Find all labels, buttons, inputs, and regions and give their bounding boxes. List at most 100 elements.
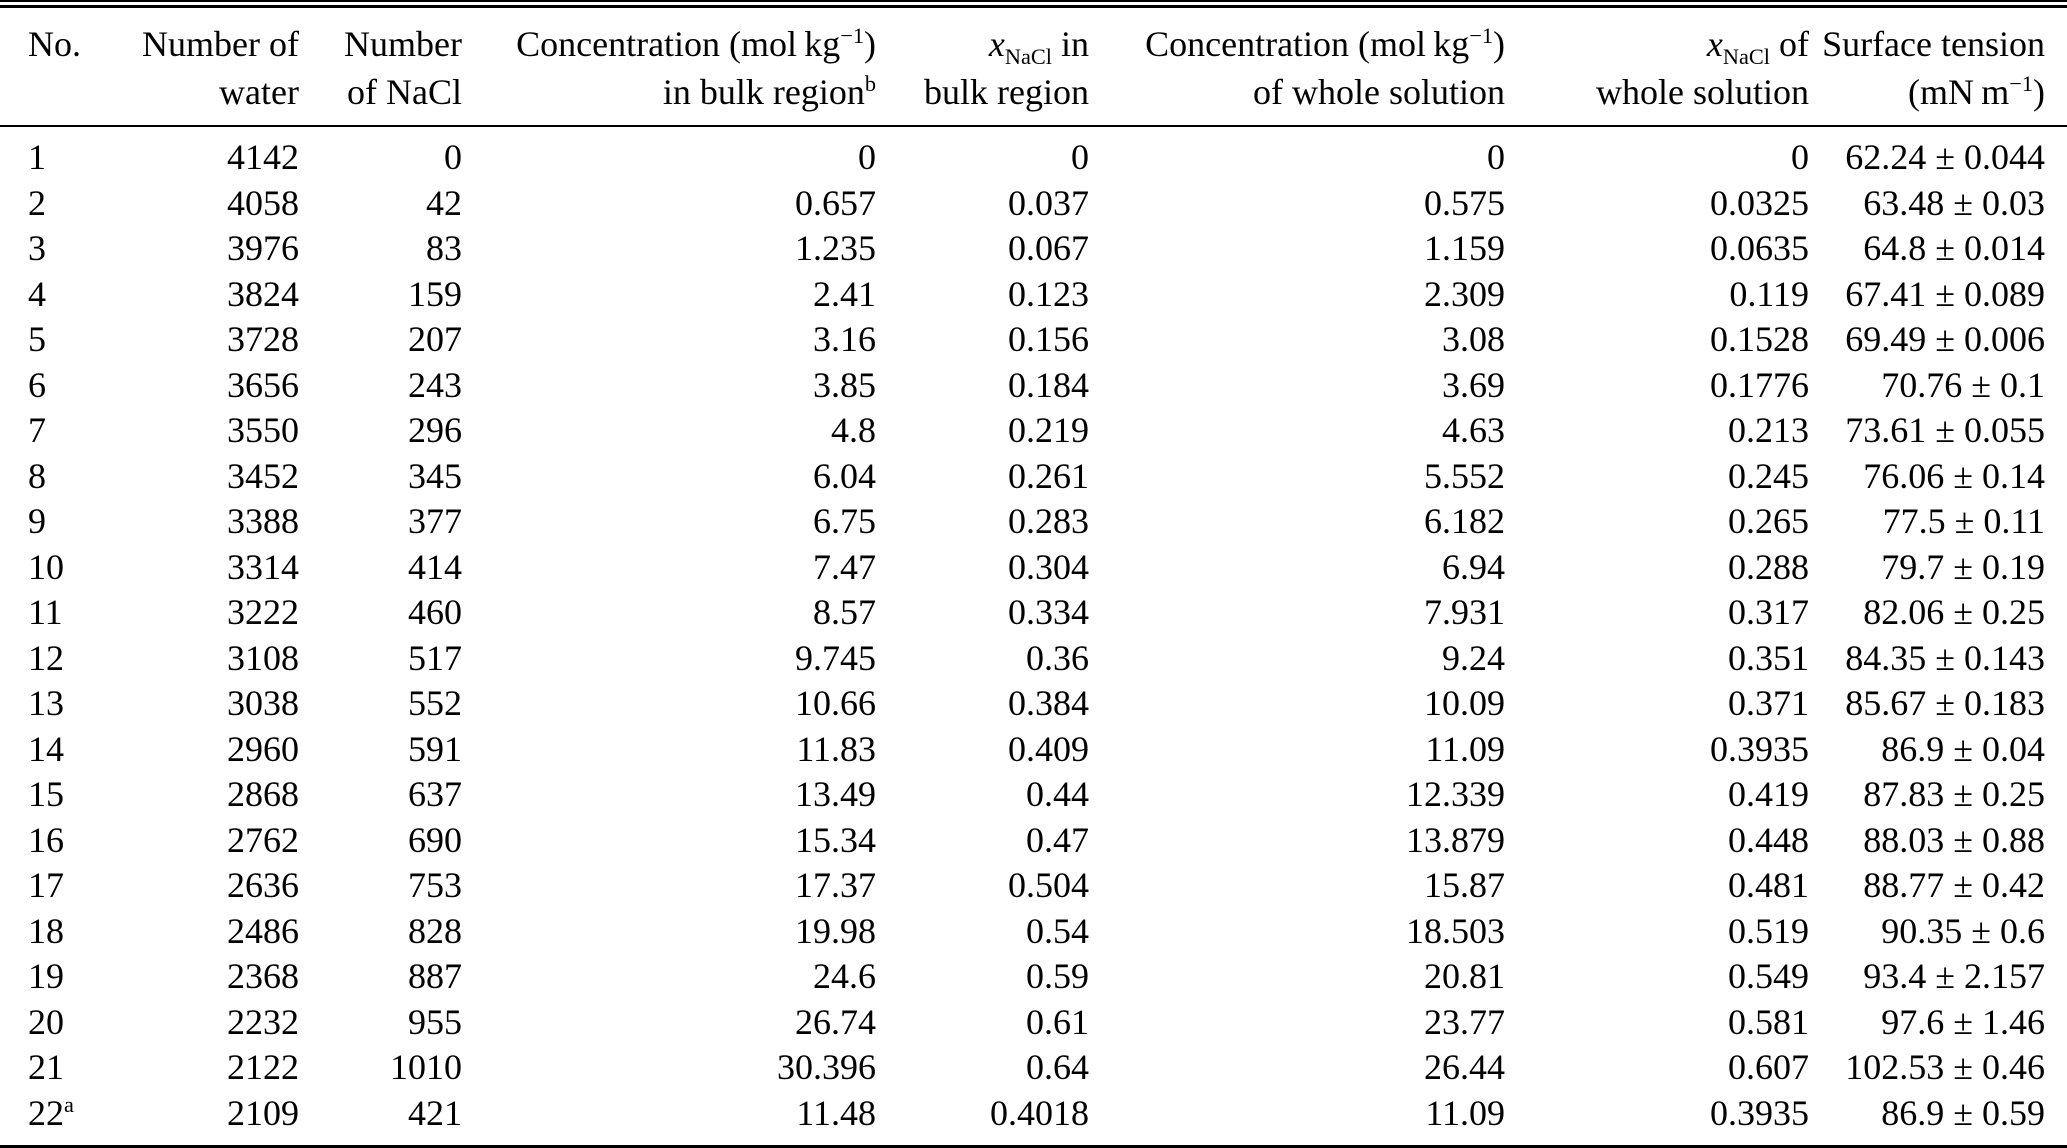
table-cell: 2232 bbox=[227, 1001, 299, 1042]
table-cell: 20 bbox=[28, 1001, 64, 1042]
table-cell: 2.309 bbox=[1424, 273, 1505, 314]
table-cell: 10.66 bbox=[795, 683, 876, 723]
table-cell: 0.54 bbox=[1026, 910, 1089, 951]
table-cell: 6.75 bbox=[813, 501, 876, 541]
table-cell: 88.03 ± 0.88 bbox=[1863, 819, 2045, 860]
table-cell: 637 bbox=[408, 774, 462, 814]
table-cell: 243 bbox=[408, 364, 462, 405]
table-cell: 93.4 ± 2.157 bbox=[1863, 956, 2045, 996]
table-cell: 7.47 bbox=[813, 546, 876, 587]
table-cell: 955 bbox=[408, 1001, 462, 1042]
table-cell: 0.119 bbox=[1729, 273, 1809, 314]
table-cell: 64.8 ± 0.014 bbox=[1863, 228, 2045, 268]
table-cell: 1 bbox=[28, 137, 46, 177]
table-cell: 97.6 ± 1.46 bbox=[1881, 1001, 2045, 1042]
table-cell: 0.657 bbox=[795, 182, 876, 223]
table-cell: 0.3935 bbox=[1710, 728, 1809, 769]
table-row: 11 3222 460 8.57 0.334 7.931 0.317 82.06 ± 0.25 bbox=[0, 590, 2067, 636]
table-cell: 82.06 ± 0.25 bbox=[1863, 592, 2045, 632]
table-cell: 159 bbox=[408, 273, 462, 314]
table-cell: 0.351 bbox=[1728, 637, 1809, 678]
table-cell: 15.87 bbox=[1424, 865, 1505, 905]
table-cell: 0.575 bbox=[1424, 182, 1505, 223]
column-header-surface-tension: Surface tension (mN m−1) bbox=[1810, 8, 2067, 127]
table-cell: 69.49 ± 0.006 bbox=[1845, 319, 2045, 359]
table-cell: 4.8 bbox=[831, 410, 876, 450]
table-cell: 90.35 ± 0.6 bbox=[1881, 910, 2045, 951]
column-header-line2 bbox=[28, 68, 119, 116]
table-cell: 3728 bbox=[227, 319, 299, 359]
table-cell: 3.16 bbox=[813, 319, 876, 359]
table-cell: 0.0635 bbox=[1710, 228, 1809, 268]
table-cell: 345 bbox=[408, 455, 462, 496]
column-header-num-water: Number of water bbox=[120, 8, 300, 127]
table-cell: 3 bbox=[28, 228, 46, 268]
table-cell: 377 bbox=[408, 501, 462, 541]
table-cell: 0.409 bbox=[1008, 728, 1089, 769]
table-cell: 17.37 bbox=[795, 865, 876, 905]
table-cell: 8.57 bbox=[813, 592, 876, 632]
table-row: 19 2368 887 24.6 0.59 20.81 0.549 93.4 ± 2.157 bbox=[0, 954, 2067, 1000]
table-cell: 591 bbox=[408, 728, 462, 769]
table-cell: 2122 bbox=[227, 1047, 299, 1087]
table-cell: 2762 bbox=[227, 819, 299, 860]
table-cell: 0.44 bbox=[1026, 774, 1089, 814]
table-cell: 690 bbox=[408, 819, 462, 860]
table-cell: 12 bbox=[28, 637, 64, 678]
table-cell: 828 bbox=[408, 910, 462, 951]
table-cell: 0.037 bbox=[1008, 182, 1089, 223]
table-cell: 0 bbox=[444, 137, 462, 177]
column-header-line2: in bulk regionb bbox=[662, 71, 876, 112]
table-cell: 4.63 bbox=[1442, 410, 1505, 450]
table-header: No. Number of water Number of NaCl Concentra… bbox=[0, 8, 2067, 127]
table-cell: 19 bbox=[28, 956, 64, 996]
top-rule-inner bbox=[0, 5, 2067, 8]
table-cell: 86.9 ± 0.04 bbox=[1881, 728, 2045, 769]
table-row: 1 4142 0 0 0 0 0 62.24 ± 0.044 bbox=[0, 126, 2067, 181]
table-cell: 87.83 ± 0.25 bbox=[1863, 774, 2045, 814]
table-cell: 0.64 bbox=[1026, 1047, 1089, 1087]
table-cell: 0.47 bbox=[1026, 819, 1089, 860]
table-cell: 0 bbox=[1487, 137, 1505, 177]
table-row: 2 4058 42 0.657 0.037 0.575 0.0325 63.48 ± 0.03 bbox=[0, 181, 2067, 227]
table-row: 12 3108 517 9.745 0.36 9.24 0.351 84.35 ± 0.143 bbox=[0, 636, 2067, 682]
table-cell: 24.6 bbox=[813, 956, 876, 996]
column-header-conc-bulk: Concentration (mol kg−1) in bulk regionb bbox=[463, 8, 877, 127]
table-cell: 6.182 bbox=[1424, 501, 1505, 541]
table-cell: 0.61 bbox=[1026, 1001, 1089, 1042]
table-cell: 0.213 bbox=[1728, 410, 1809, 450]
table-row: 8 3452 345 6.04 0.261 5.552 0.245 76.06 ± 0.14 bbox=[0, 454, 2067, 500]
table-cell: 3.85 bbox=[813, 364, 876, 405]
column-header-line1: Number of bbox=[142, 24, 299, 64]
table-cell: 2.41 bbox=[813, 273, 876, 314]
table-cell: 76.06 ± 0.14 bbox=[1863, 455, 2045, 496]
column-header-line2: water bbox=[219, 72, 299, 112]
table-cell: 13.879 bbox=[1406, 819, 1505, 860]
table-cell: 0.519 bbox=[1728, 910, 1809, 951]
table-cell: 3.69 bbox=[1442, 364, 1505, 405]
table-cell: 3656 bbox=[227, 364, 299, 405]
table-cell: 2868 bbox=[227, 774, 299, 814]
table-cell: 18 bbox=[28, 910, 64, 951]
table-cell: 12.339 bbox=[1406, 774, 1505, 814]
table-cell: 0.067 bbox=[1008, 228, 1089, 268]
table-cell: 0.1776 bbox=[1710, 364, 1809, 405]
table-row: 13 3038 552 10.66 0.384 10.09 0.371 85.67 ± 0.1… bbox=[0, 681, 2067, 727]
column-header-line1: Concentration (mol kg−1) bbox=[1145, 23, 1505, 64]
table-cell: 7.931 bbox=[1424, 592, 1505, 632]
table-cell: 62.24 ± 0.044 bbox=[1845, 137, 2045, 177]
table-cell: 296 bbox=[408, 410, 462, 450]
table-cell: 0.481 bbox=[1728, 865, 1809, 905]
column-header-x-nacl-bulk: xNaCl in bulk region bbox=[877, 8, 1090, 127]
table-cell: 26.44 bbox=[1424, 1047, 1505, 1087]
table-cell: 3388 bbox=[227, 501, 299, 541]
table-cell: 10 bbox=[28, 546, 64, 587]
table-cell: 0.36 bbox=[1026, 637, 1089, 678]
table-cell: 15 bbox=[28, 774, 64, 814]
table-row: 10 3314 414 7.47 0.304 6.94 0.288 79.7 ± 0.19 bbox=[0, 545, 2067, 591]
table-row: 14 2960 591 11.83 0.409 11.09 0.3935 86.9 ± 0.0… bbox=[0, 727, 2067, 773]
table-cell: 5.552 bbox=[1424, 455, 1505, 496]
table-cell: 15.34 bbox=[795, 819, 876, 860]
table-cell: 0.245 bbox=[1728, 455, 1809, 496]
column-header-line2: whole solution bbox=[1596, 72, 1809, 112]
